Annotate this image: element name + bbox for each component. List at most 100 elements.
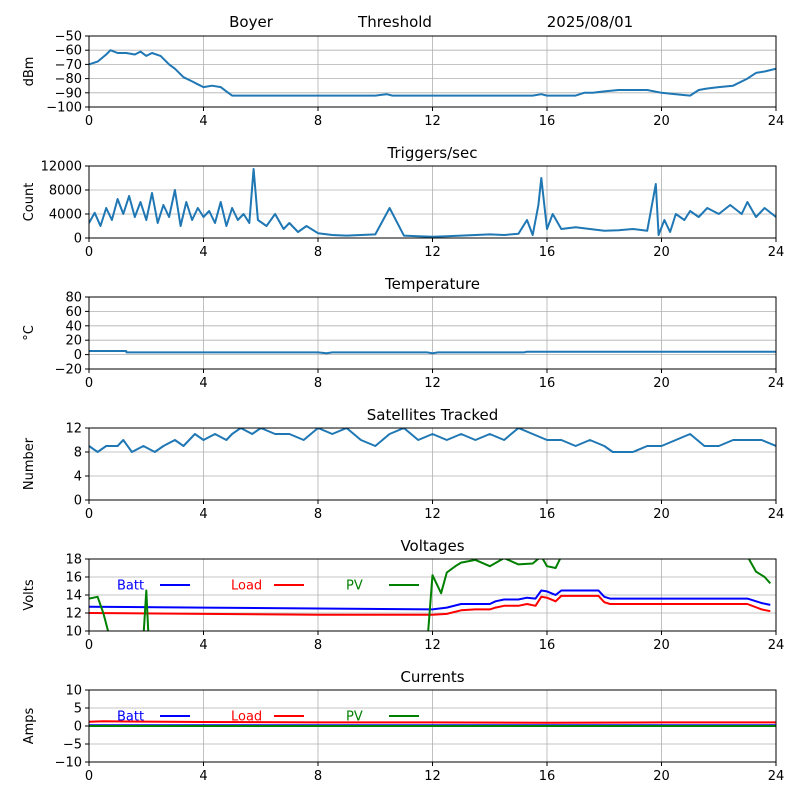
- x-tick-label: 8: [314, 638, 322, 653]
- y-tick-label: 12: [65, 422, 82, 437]
- y-tick-label: −20: [55, 363, 82, 378]
- x-tick-label: 12: [424, 638, 441, 653]
- chart-panel-3: 0 4 8 12 16 20 24 0 4 8 12 Satellites Tracked Number: [22, 406, 784, 522]
- chart-title: Temperature: [384, 275, 480, 293]
- y-tick-label: −80: [55, 72, 82, 87]
- header-station: Boyer: [229, 13, 274, 31]
- legend-label-load: Load: [231, 579, 262, 594]
- y-tick-label: −5: [63, 738, 82, 753]
- x-tick-label: 20: [653, 507, 670, 522]
- x-tick-label: 0: [85, 507, 93, 522]
- x-tick-label: 24: [768, 638, 785, 653]
- y-tick-label: 0: [74, 348, 82, 363]
- y-tick-label: 5: [74, 702, 82, 717]
- x-tick-label: 0: [85, 245, 93, 260]
- legend-label-pv: PV: [346, 579, 363, 594]
- y-tick-label: −100: [46, 101, 82, 116]
- x-tick-label: 16: [539, 507, 556, 522]
- y-axis-label: Count: [22, 183, 37, 222]
- y-tick-label: −10: [55, 756, 82, 771]
- series-line-0: [89, 350, 776, 355]
- x-tick-label: 20: [653, 245, 670, 260]
- x-tick-label: 12: [424, 245, 441, 260]
- x-tick-label: 20: [653, 376, 670, 391]
- x-tick-label: 12: [424, 114, 441, 129]
- y-tick-label: 10: [65, 625, 82, 640]
- chart-panel-1: 0 4 8 12 16 20 24 0 4000 8000 12000 Triggers/sec Cou…: [22, 144, 784, 260]
- series-line-0: [89, 168, 776, 238]
- x-tick-label: 24: [768, 376, 785, 391]
- x-tick-label: 4: [199, 245, 207, 260]
- legend-label-pv: PV: [346, 710, 363, 725]
- legend-label-batt: Batt: [117, 579, 144, 594]
- x-tick-label: 16: [539, 114, 556, 129]
- series-line-load: [89, 720, 776, 724]
- x-tick-label: 4: [199, 114, 207, 129]
- series-line-0: [89, 49, 776, 97]
- y-tick-label: 18: [65, 553, 82, 568]
- y-tick-label: 40: [65, 319, 82, 334]
- series-line-batt: [89, 589, 771, 611]
- chart-panel-5: 0 4 8 12 16 20 24 −10 −5 0 5 10 Currents Amps Batt Load…: [22, 668, 784, 784]
- x-tick-label: 0: [85, 638, 93, 653]
- x-tick-label: 0: [85, 376, 93, 391]
- chart-panel-4: 0 4 8 12 16 20 24 10 12 14 16 18 Voltages Volts Batt Lo…: [22, 537, 785, 653]
- y-axis-label: Amps: [22, 707, 37, 744]
- x-tick-label: 12: [424, 376, 441, 391]
- y-tick-label: 14: [65, 589, 82, 604]
- x-tick-label: 24: [768, 769, 785, 784]
- x-tick-label: 24: [768, 245, 785, 260]
- y-axis-label: °C: [22, 325, 37, 341]
- x-tick-label: 4: [199, 769, 207, 784]
- chart-title: Currents: [400, 668, 464, 686]
- x-tick-label: 12: [424, 769, 441, 784]
- y-tick-label: 4: [74, 470, 82, 485]
- x-tick-label: 8: [314, 245, 322, 260]
- x-tick-label: 24: [768, 114, 785, 129]
- chart-title: Voltages: [400, 537, 464, 555]
- legend-label-load: Load: [231, 710, 262, 725]
- chart-title: Satellites Tracked: [367, 406, 498, 424]
- y-axis-label: Number: [22, 437, 37, 490]
- legend-label-batt: Batt: [117, 710, 144, 725]
- series-line-pv: [89, 559, 772, 631]
- x-tick-label: 8: [314, 376, 322, 391]
- y-tick-label: 80: [65, 291, 82, 306]
- x-tick-label: 16: [539, 769, 556, 784]
- y-tick-label: 16: [65, 571, 82, 586]
- x-tick-label: 4: [199, 376, 207, 391]
- y-tick-label: 8: [74, 446, 82, 461]
- series-line-0: [89, 428, 776, 453]
- y-tick-label: 20: [65, 334, 82, 349]
- y-tick-label: −70: [55, 58, 82, 73]
- header-date: 2025/08/01: [547, 13, 633, 31]
- x-tick-label: 16: [539, 638, 556, 653]
- chart-panel-0: 0 4 8 12 16 20 24 −100−90−80−70−60−50 dBm: [22, 30, 784, 130]
- y-tick-label: 0: [74, 720, 82, 735]
- x-tick-label: 8: [314, 114, 322, 129]
- header-mode: Threshold: [357, 13, 432, 31]
- x-tick-label: 20: [653, 769, 670, 784]
- x-tick-label: 24: [768, 507, 785, 522]
- x-tick-label: 4: [199, 507, 207, 522]
- x-tick-label: 16: [539, 376, 556, 391]
- x-tick-label: 12: [424, 507, 441, 522]
- x-tick-label: 8: [314, 769, 322, 784]
- y-axis-label: dBm: [22, 57, 37, 87]
- y-axis-label: Volts: [22, 579, 37, 611]
- y-tick-label: 12000: [41, 160, 82, 175]
- y-tick-label: 0: [74, 494, 82, 509]
- x-tick-label: 20: [653, 114, 670, 129]
- y-tick-label: −90: [55, 86, 82, 101]
- x-tick-label: 4: [199, 638, 207, 653]
- x-tick-label: 0: [85, 114, 93, 129]
- y-tick-label: −60: [55, 44, 82, 59]
- y-tick-label: 8000: [49, 184, 82, 199]
- y-tick-label: 4000: [49, 208, 82, 223]
- chart-title: Triggers/sec: [387, 144, 478, 162]
- x-tick-label: 20: [653, 638, 670, 653]
- series-line-load: [89, 594, 771, 616]
